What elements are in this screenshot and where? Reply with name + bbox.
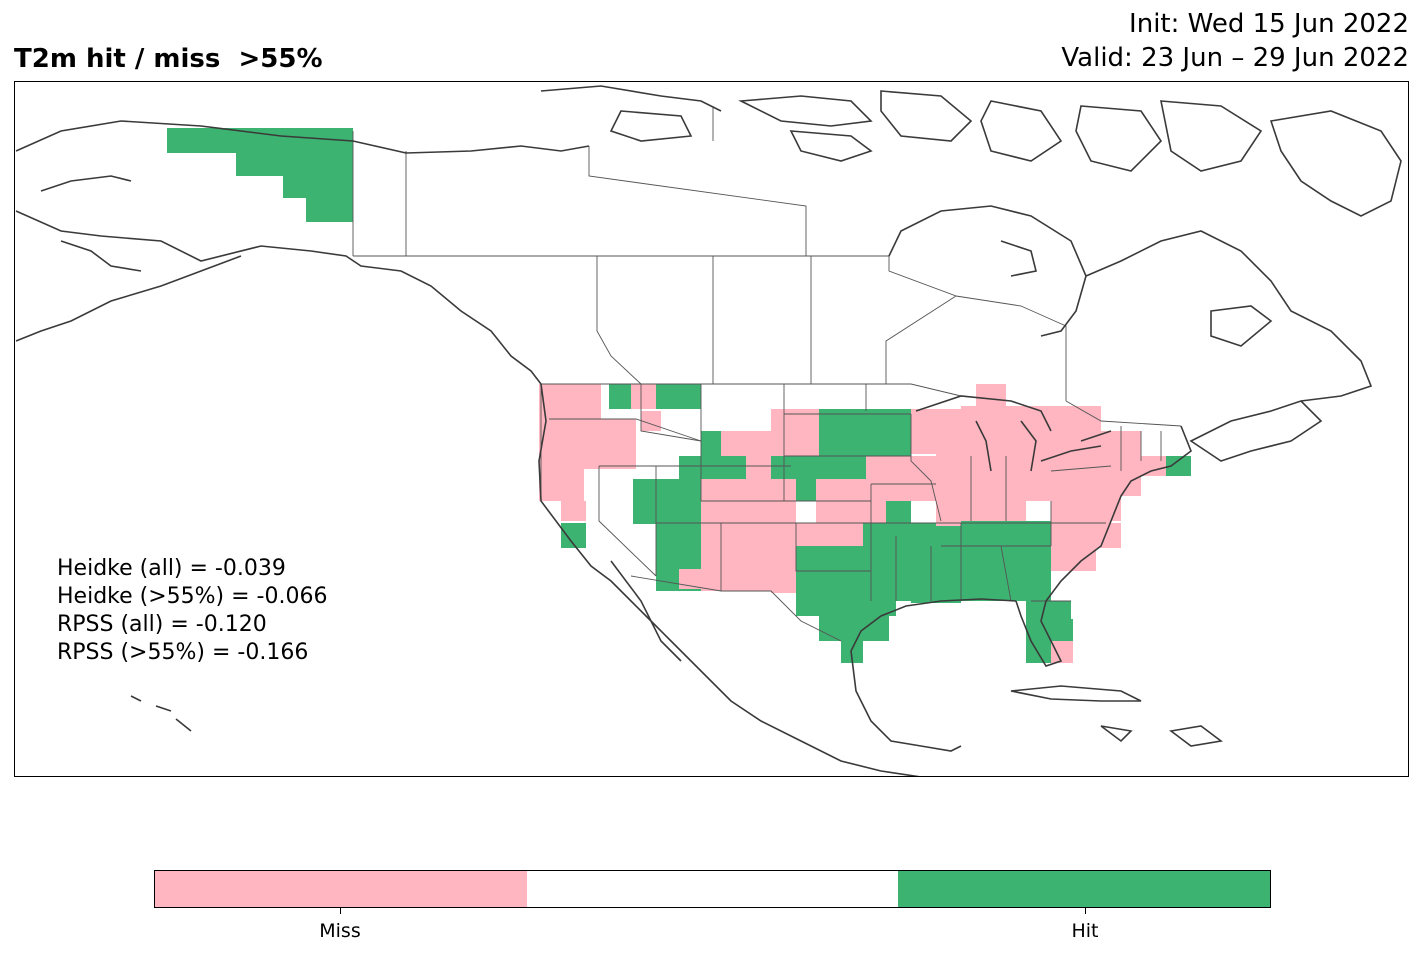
heidke-55: Heidke (>55%) = -0.066 xyxy=(57,584,328,609)
rpss-all: RPSS (all) = -0.120 xyxy=(57,612,267,637)
hit-cell xyxy=(866,409,911,456)
miss-cell xyxy=(1141,456,1166,476)
miss-cell xyxy=(561,501,586,521)
hit-cell xyxy=(771,456,866,479)
hit-cell xyxy=(656,384,701,409)
colorbar-miss-segment xyxy=(155,871,527,907)
hit-cell xyxy=(679,456,701,481)
miss-cell xyxy=(1001,456,1111,501)
miss-cell xyxy=(771,571,796,593)
rpss-55: RPSS (>55%) = -0.166 xyxy=(57,640,309,665)
miss-cell xyxy=(771,409,821,459)
miss-cell xyxy=(1073,431,1121,456)
miss-cell xyxy=(976,384,1006,409)
colorbar-hit-segment xyxy=(898,871,1271,907)
colorbar-tick-hit xyxy=(1085,908,1086,914)
hit-cell xyxy=(236,151,353,176)
miss-cell xyxy=(601,419,636,439)
miss-cell xyxy=(1051,546,1096,571)
map-panel xyxy=(14,81,1409,777)
miss-cell xyxy=(1051,523,1121,548)
miss-cell xyxy=(539,384,601,419)
init-date: Init: Wed 15 Jun 2022 xyxy=(1129,9,1409,39)
heidke-all: Heidke (all) = -0.039 xyxy=(57,556,286,581)
miss-cell xyxy=(631,384,656,409)
miss-cell xyxy=(746,456,771,481)
hit-cell xyxy=(796,479,816,501)
miss-cell xyxy=(796,523,871,548)
hit-cell xyxy=(1166,456,1191,476)
miss-cell xyxy=(641,411,661,431)
miss-cell xyxy=(1121,431,1141,456)
colorbar-tick-miss xyxy=(340,908,341,914)
hit-cell xyxy=(1051,619,1073,641)
miss-cell xyxy=(1101,481,1121,511)
hit-cell xyxy=(283,173,353,198)
miss-cell xyxy=(1051,641,1073,663)
hit-cell xyxy=(841,641,863,663)
miss-cell xyxy=(679,569,701,589)
hit-cell xyxy=(863,523,898,601)
colorbar-label-hit: Hit xyxy=(1071,920,1099,942)
colorbar-label-miss: Miss xyxy=(319,920,361,942)
coastlines xyxy=(15,85,1402,776)
hit-cell xyxy=(1026,571,1051,601)
miss-cell xyxy=(539,466,584,501)
valid-range: Valid: 23 Jun – 29 Jun 2022 xyxy=(1061,43,1409,73)
north-america-map xyxy=(15,85,1402,776)
colorbar-neutral-segment xyxy=(526,871,899,907)
skill-scores: Heidke (all) = -0.039 Heidke (>55%) = -0… xyxy=(57,555,327,667)
hit-cell xyxy=(609,384,631,409)
hit-cell xyxy=(167,128,353,153)
miss-cell xyxy=(866,456,936,501)
colorbar xyxy=(154,870,1271,908)
map-title: T2m hit / miss >55% xyxy=(14,44,323,74)
hit-cell xyxy=(306,198,353,222)
